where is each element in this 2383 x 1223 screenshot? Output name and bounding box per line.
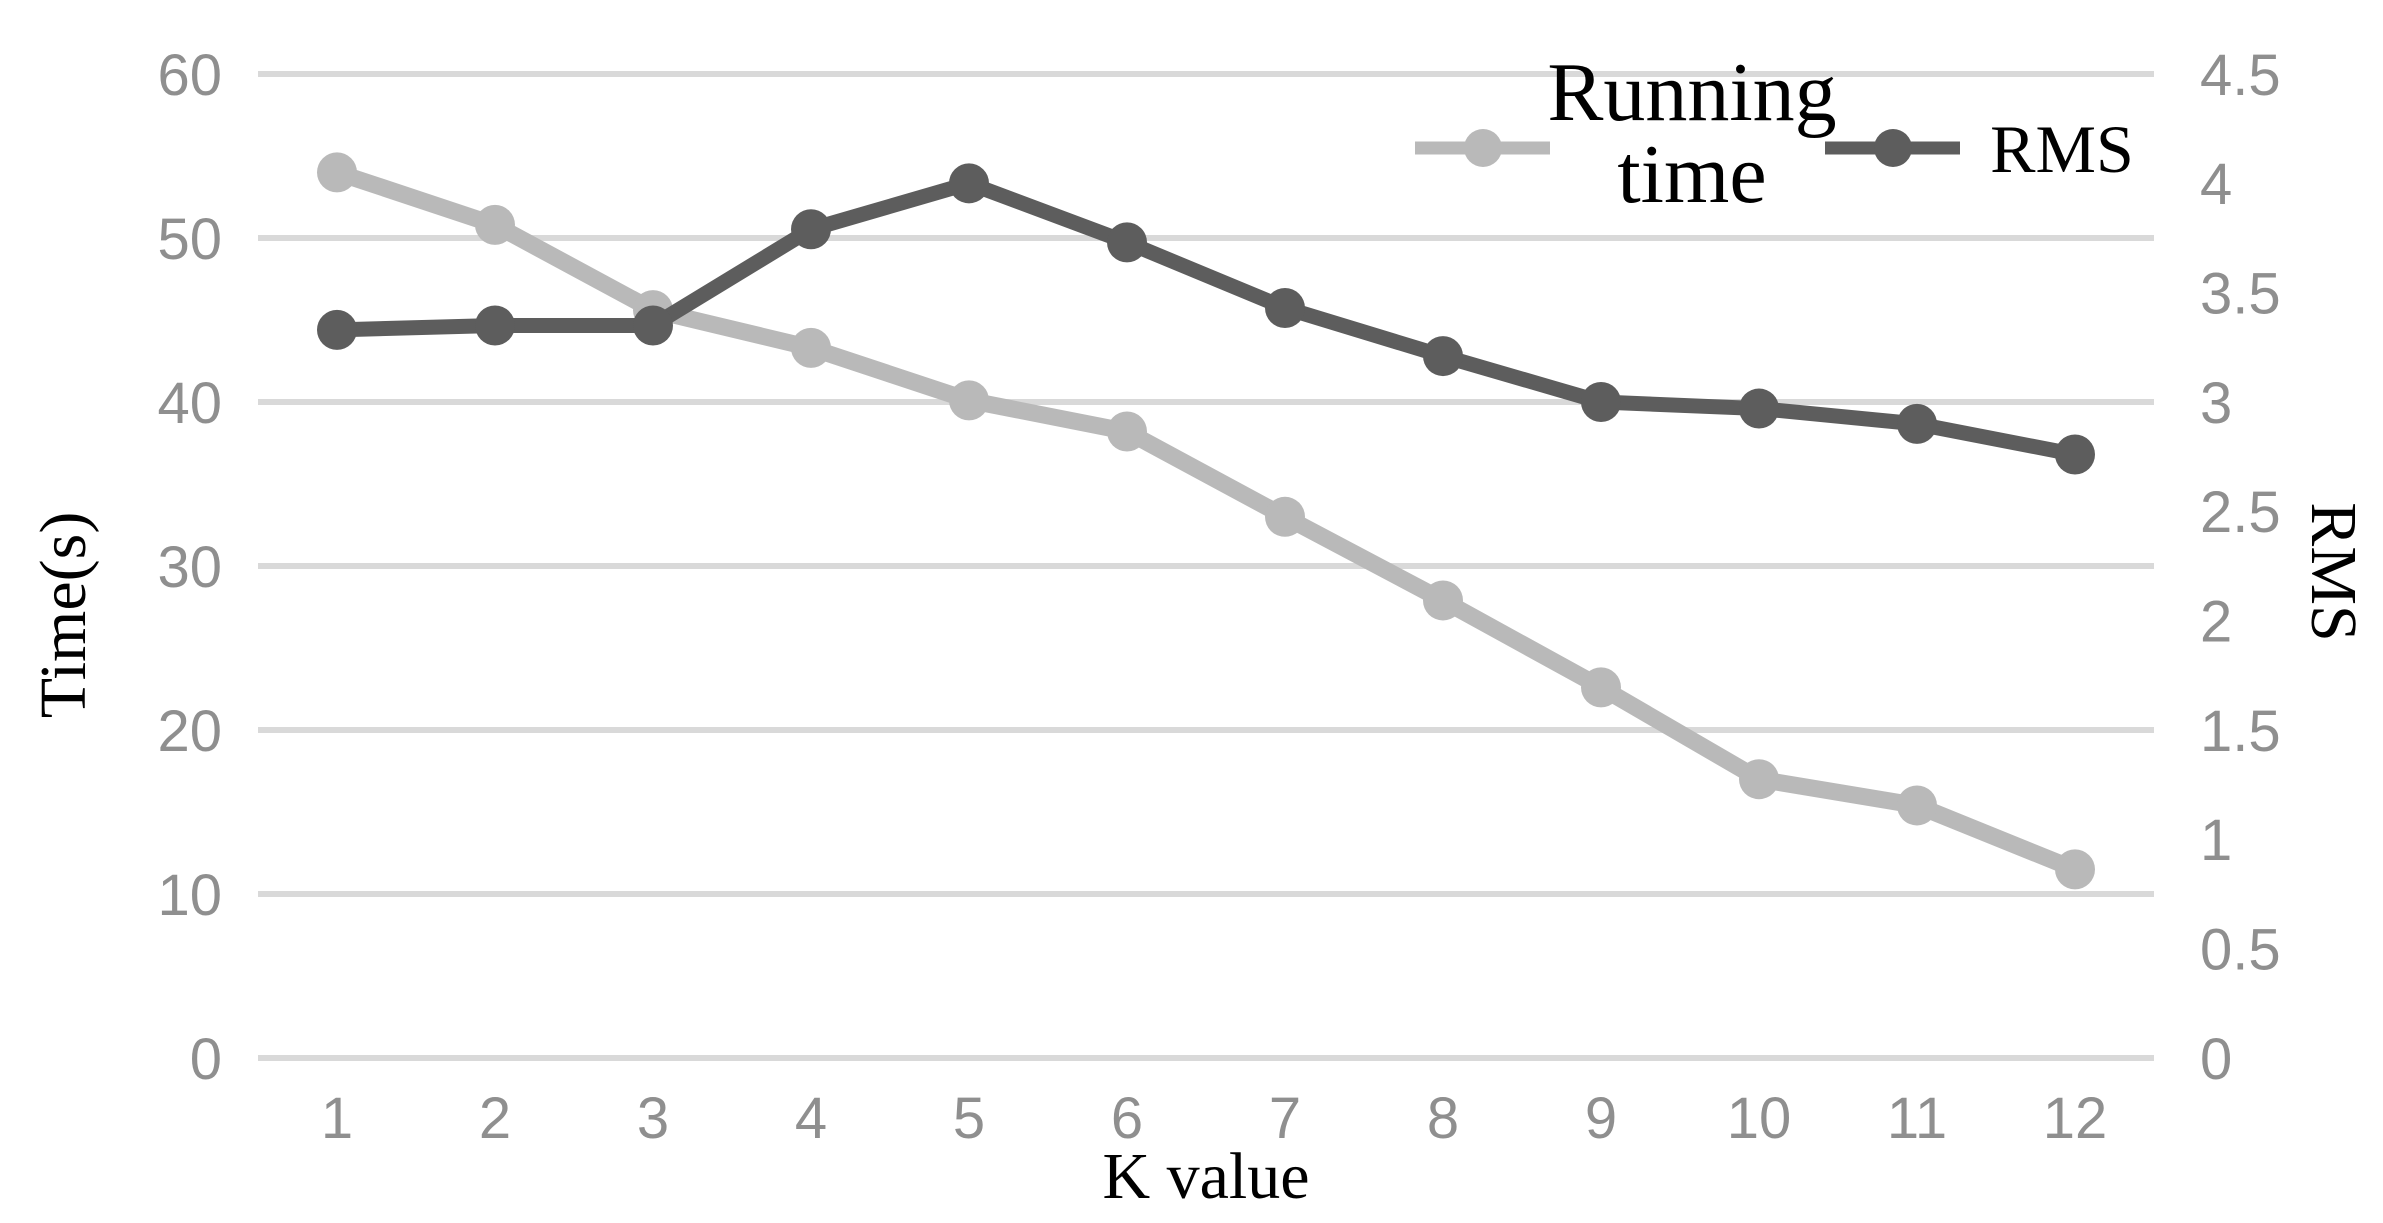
data-point-marker-running-time: [317, 152, 357, 193]
right-axis-tick-label: 0: [2200, 1027, 2232, 1092]
data-point-marker-running-time: [1107, 411, 1147, 452]
data-point-marker-rms: [949, 163, 989, 204]
data-point-marker-running-time: [475, 204, 515, 245]
x-axis-tick-label: 6: [1111, 1086, 1143, 1151]
data-point-marker-rms: [1107, 222, 1147, 263]
legend-label: Running: [1547, 46, 1836, 139]
left-axis-tick-label: 20: [157, 699, 222, 764]
right-axis-tick-label: 4.5: [2200, 43, 2281, 108]
left-axis-title: Time(s): [27, 512, 100, 719]
data-point-marker-running-time: [791, 327, 831, 368]
left-axis-tick-labels: 0 10 20 30 40 50 60: [157, 43, 222, 1092]
x-axis-tick-label: 3: [637, 1086, 669, 1151]
x-axis-title: K value: [1102, 1140, 1309, 1213]
legend-label: RMS: [1990, 111, 2134, 187]
x-axis-tick-label: 12: [2043, 1086, 2108, 1151]
left-axis-tick-label: 30: [157, 535, 222, 600]
left-axis-tick-label: 40: [157, 371, 222, 436]
right-axis-tick-label: 3.5: [2200, 262, 2281, 327]
left-axis-tick-label: 60: [157, 43, 222, 108]
data-point-marker-rms: [1423, 336, 1463, 377]
right-axis-tick-label: 0.5: [2200, 918, 2281, 983]
right-axis-tick-label: 1: [2200, 808, 2232, 873]
data-point-marker-running-time: [2055, 849, 2095, 890]
data-point-marker-rms: [1265, 287, 1305, 328]
data-point-marker-running-time: [1897, 785, 1937, 826]
series-line-running-time: [328, 163, 2084, 878]
data-point-marker-running-time: [1423, 580, 1463, 621]
x-axis-tick-labels: 1 2 3 4 5 6 7 8 9 10 11 12: [321, 1086, 2107, 1151]
data-point-marker-rms: [2055, 434, 2095, 475]
x-axis-tick-label: 7: [1269, 1086, 1301, 1151]
x-axis-tick-label: 4: [795, 1086, 827, 1151]
gridlines: [258, 71, 2154, 1061]
x-axis-tick-label: 1: [321, 1086, 353, 1151]
right-axis-tick-label: 3: [2200, 371, 2232, 436]
data-point-marker-rms: [1897, 403, 1937, 444]
data-point-marker-running-time: [1265, 496, 1305, 537]
x-axis-tick-label: 9: [1585, 1086, 1617, 1151]
data-point-marker-rms: [633, 305, 673, 346]
x-axis-tick-label: 5: [953, 1086, 985, 1151]
series-layer: [317, 152, 2095, 890]
right-axis-title: RMS: [2297, 502, 2370, 641]
data-point-marker-running-time: [949, 380, 989, 421]
data-point-marker-rms: [475, 305, 515, 346]
right-axis-tick-label: 4: [2200, 152, 2232, 217]
right-axis-tick-label: 2: [2200, 590, 2232, 655]
right-axis-tick-label: 2.5: [2200, 480, 2281, 545]
x-axis-tick-label: 8: [1427, 1086, 1459, 1151]
legend-swatch-marker: [1464, 129, 1502, 167]
left-axis-tick-label: 50: [157, 207, 222, 272]
data-point-marker-rms: [1739, 388, 1779, 429]
x-axis-tick-label: 2: [479, 1086, 511, 1151]
data-point-marker-rms: [317, 309, 357, 350]
data-point-marker-running-time: [1739, 759, 1779, 800]
right-axis-tick-labels: 0 0.5 1 1.5 2 2.5 3 3.5 4 4.5: [2200, 43, 2281, 1092]
legend-swatch-marker: [1874, 129, 1912, 167]
data-point-marker-rms: [791, 209, 831, 250]
left-axis-tick-label: 10: [157, 863, 222, 928]
x-axis-tick-label: 11: [1887, 1086, 1947, 1151]
data-point-marker-running-time: [1581, 667, 1621, 708]
legend-item: RMS: [1825, 111, 2134, 187]
x-axis-tick-label: 10: [1727, 1086, 1792, 1151]
right-axis-tick-label: 1.5: [2200, 699, 2281, 764]
legend-label: time: [1617, 128, 1766, 221]
data-point-marker-rms: [1581, 382, 1621, 422]
series-line-rms: [329, 175, 2083, 462]
left-axis-tick-label: 0: [190, 1027, 222, 1092]
